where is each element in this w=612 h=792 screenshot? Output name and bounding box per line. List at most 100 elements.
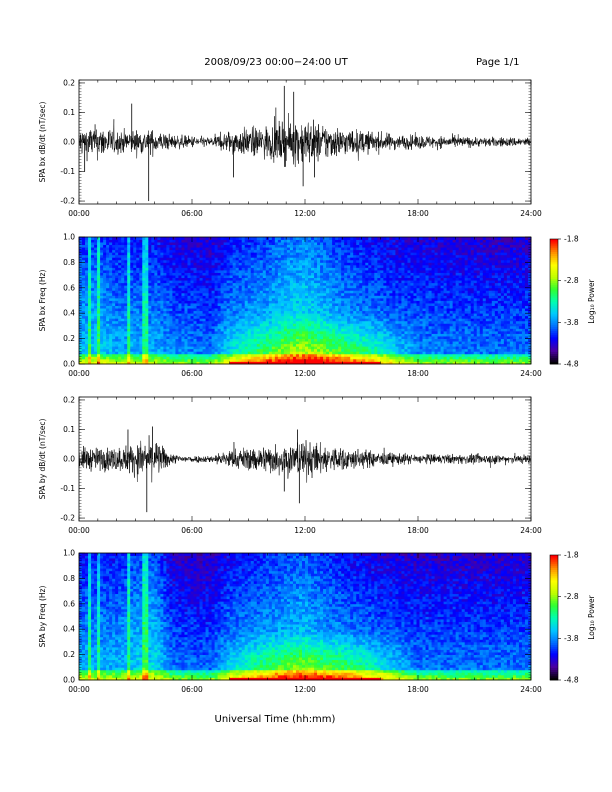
spectrogram-cell bbox=[172, 358, 176, 362]
spectrogram-cell bbox=[256, 262, 261, 266]
spectrogram-cell bbox=[220, 275, 225, 279]
spectrogram-cell bbox=[217, 315, 222, 319]
spectrogram-cell bbox=[190, 282, 194, 286]
spectrogram-cell bbox=[142, 280, 146, 284]
spectrogram-cell bbox=[250, 277, 255, 281]
spectrogram-cell bbox=[362, 272, 366, 276]
spectrogram-cell bbox=[130, 356, 134, 360]
spectrogram-cell bbox=[271, 333, 276, 337]
spectrogram-cell bbox=[289, 323, 294, 327]
spectrogram-cell bbox=[85, 346, 89, 350]
spectrogram-cell bbox=[166, 277, 170, 281]
spectrogram-cell bbox=[262, 272, 267, 276]
spectrogram-cell bbox=[226, 275, 231, 279]
spectrogram-cell bbox=[127, 313, 131, 317]
spectrogram-cell bbox=[217, 336, 222, 339]
spectrogram-cell bbox=[106, 303, 110, 306]
spectrogram-cell bbox=[335, 290, 339, 294]
spectrogram-cell bbox=[262, 244, 267, 248]
spectrogram-cell bbox=[139, 259, 143, 263]
spectrogram-cell bbox=[350, 303, 354, 306]
spectrogram-cell bbox=[274, 239, 279, 243]
spectrogram-cell bbox=[214, 280, 219, 284]
spectrogram-cell bbox=[106, 313, 110, 317]
spectrogram-cell bbox=[238, 323, 243, 327]
spectrogram-cell bbox=[199, 318, 203, 322]
spectrogram-cell bbox=[97, 318, 101, 322]
spectrogram-cell bbox=[160, 318, 164, 322]
spectrogram-cell bbox=[157, 290, 161, 294]
spectrogram-cell bbox=[112, 259, 116, 263]
spectrogram-cell bbox=[157, 242, 161, 246]
spectrogram-cell bbox=[362, 277, 366, 281]
spectrogram-cell bbox=[289, 315, 294, 319]
spectrogram-cell bbox=[121, 305, 125, 309]
spectrogram-cell bbox=[205, 275, 209, 279]
spectrogram-cell bbox=[196, 333, 200, 337]
spectrogram-cell bbox=[178, 338, 182, 342]
spectrogram-cell bbox=[247, 318, 252, 322]
spectrogram-cell bbox=[301, 267, 306, 271]
spectrogram-cell bbox=[335, 259, 339, 263]
spectrogram-cell bbox=[199, 320, 203, 324]
spectrogram-cell bbox=[208, 244, 212, 248]
spectrogram-cell bbox=[238, 270, 243, 273]
spectrogram-cell bbox=[172, 361, 176, 365]
spectrogram-cell bbox=[220, 264, 225, 268]
spectrogram-cell bbox=[359, 259, 363, 263]
spectrogram-cell bbox=[133, 249, 137, 253]
spectrogram-cell bbox=[166, 353, 170, 357]
spectrogram-cell bbox=[142, 333, 146, 337]
spectrogram-cell bbox=[91, 297, 95, 301]
spectrogram-cell bbox=[338, 287, 342, 291]
spectrogram-cell bbox=[286, 247, 291, 251]
spectrogram-cell bbox=[274, 308, 279, 312]
spectrogram-cell bbox=[317, 320, 321, 324]
spectrogram-cell bbox=[136, 270, 140, 273]
spectrogram-cell bbox=[127, 310, 131, 314]
spectrogram-cell bbox=[181, 275, 185, 279]
spectrogram-cell bbox=[106, 361, 110, 365]
spectrogram-cell bbox=[163, 239, 167, 243]
spectrogram-cell bbox=[247, 249, 252, 253]
spectrogram-cell bbox=[118, 249, 122, 253]
spectrogram-cell bbox=[274, 333, 279, 337]
spectrogram-cell bbox=[88, 348, 92, 352]
spectrogram-cell bbox=[124, 330, 128, 334]
spectrogram-cell bbox=[178, 356, 182, 360]
spectrogram-cell bbox=[362, 295, 366, 299]
spectrogram-cell bbox=[265, 270, 270, 273]
spectrogram-cell bbox=[103, 323, 107, 327]
spectrogram-cell bbox=[157, 244, 161, 248]
spectrogram-cell bbox=[259, 323, 264, 327]
spectrogram-cell bbox=[79, 270, 83, 273]
spectrogram-cell bbox=[301, 242, 306, 246]
spectrogram-cell bbox=[223, 303, 228, 306]
spectrogram-cell bbox=[256, 249, 261, 253]
spectrogram-cell bbox=[247, 282, 252, 286]
spectrogram-cell bbox=[362, 297, 366, 301]
spectrogram-cell bbox=[220, 361, 225, 365]
spectrogram-cell bbox=[127, 244, 131, 248]
spectrogram-cell bbox=[235, 264, 240, 268]
spectrogram-cell bbox=[214, 323, 219, 327]
spectrogram-cell bbox=[160, 323, 164, 327]
spectrogram-cell bbox=[298, 295, 303, 299]
spectrogram-cell bbox=[88, 341, 92, 345]
spectrogram-cell bbox=[133, 239, 137, 243]
spectrogram-cell bbox=[187, 351, 191, 355]
spectrogram-cell bbox=[238, 277, 243, 281]
spectrogram-cell bbox=[247, 290, 252, 294]
spectrogram-cell bbox=[193, 310, 197, 314]
spectrogram-cell bbox=[323, 290, 327, 294]
spectrogram-cell bbox=[154, 280, 158, 284]
spectrogram-cell bbox=[181, 343, 185, 347]
spectrogram-cell bbox=[292, 267, 297, 271]
spectrogram-cell bbox=[344, 292, 348, 296]
spectrogram-cell bbox=[193, 323, 197, 327]
spectrogram-cell bbox=[326, 315, 330, 319]
spectrogram-cell bbox=[259, 267, 264, 271]
spectrogram-cell bbox=[97, 259, 101, 263]
spectrogram-cell bbox=[277, 277, 282, 281]
spectrogram-cell bbox=[226, 325, 231, 329]
